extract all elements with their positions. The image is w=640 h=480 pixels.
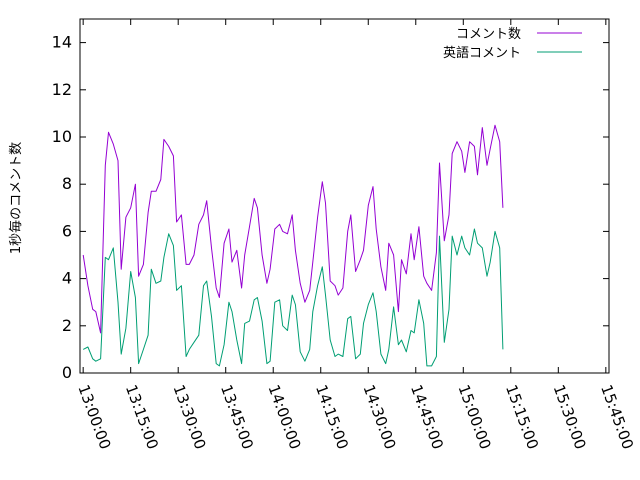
legend-label: 英語コメント <box>443 45 521 61</box>
y-tick-label: 10 <box>52 127 72 146</box>
plot-frame <box>79 18 610 374</box>
x-tick-label: 15:00:00 <box>455 382 495 451</box>
x-tick-label: 14:30:00 <box>359 382 399 451</box>
y-tick-label: 2 <box>62 316 72 335</box>
y-tick-label: 8 <box>62 174 72 193</box>
x-tick-label: 13:00:00 <box>74 382 114 451</box>
y-tick-label: 14 <box>52 33 72 52</box>
y-tick-label: 6 <box>62 221 72 240</box>
series-line-1 <box>82 124 504 334</box>
x-tick-label: 13:30:00 <box>169 382 209 451</box>
x-tick-label: 13:15:00 <box>122 382 162 451</box>
x-tick-label: 14:15:00 <box>312 382 352 451</box>
x-tick-label: 13:45:00 <box>217 382 257 451</box>
y-tick-label: 4 <box>62 269 72 288</box>
series-line-2 <box>82 228 504 367</box>
plot-border <box>79 18 610 374</box>
legend-label: コメント数 <box>456 27 521 42</box>
x-tick-label: 15:45:00 <box>597 382 637 451</box>
x-axis-ticks: 13:00:00 13:15:00 13:30:00 13:45:00 14:00:00… <box>74 19 637 452</box>
x-tick-label: 15:15:00 <box>502 382 542 451</box>
y-tick-label: 0 <box>62 363 72 382</box>
series-lines <box>82 124 504 367</box>
y-axis-ticks: 0 2 4 6 8 10 12 14 <box>52 33 609 382</box>
x-tick-label: 14:45:00 <box>407 382 447 451</box>
y-axis-label: 1秒毎のコメント数 <box>8 142 24 254</box>
y-tick-label: 12 <box>52 80 72 99</box>
x-tick-label: 15:30:00 <box>550 382 590 451</box>
x-tick-label: 14:00:00 <box>264 382 304 451</box>
